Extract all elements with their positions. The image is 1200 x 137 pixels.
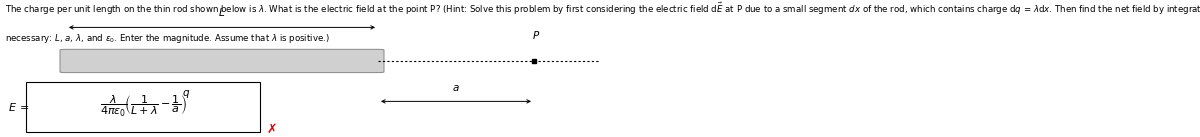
FancyBboxPatch shape <box>60 49 384 73</box>
Text: $E\,=$: $E\,=$ <box>8 101 30 113</box>
Text: $a$: $a$ <box>452 83 460 93</box>
Text: ✗: ✗ <box>266 123 277 136</box>
Text: $\dfrac{\lambda}{4\pi\varepsilon_0}\!\left(\dfrac{1}{L+\lambda} - \dfrac{1}{a}\r: $\dfrac{\lambda}{4\pi\varepsilon_0}\!\le… <box>100 94 187 119</box>
Text: The charge per unit length on the thin rod shown below is $\lambda$. What is the: The charge per unit length on the thin r… <box>5 1 1200 17</box>
Text: $L$: $L$ <box>218 6 226 18</box>
Text: $q$: $q$ <box>182 88 190 100</box>
Bar <box>26 82 260 132</box>
Text: necessary: $L$, $a$, $\lambda$, and $\varepsilon_0$. Enter the magnitude. Assume: necessary: $L$, $a$, $\lambda$, and $\va… <box>5 32 330 45</box>
Text: $P$: $P$ <box>533 29 540 41</box>
